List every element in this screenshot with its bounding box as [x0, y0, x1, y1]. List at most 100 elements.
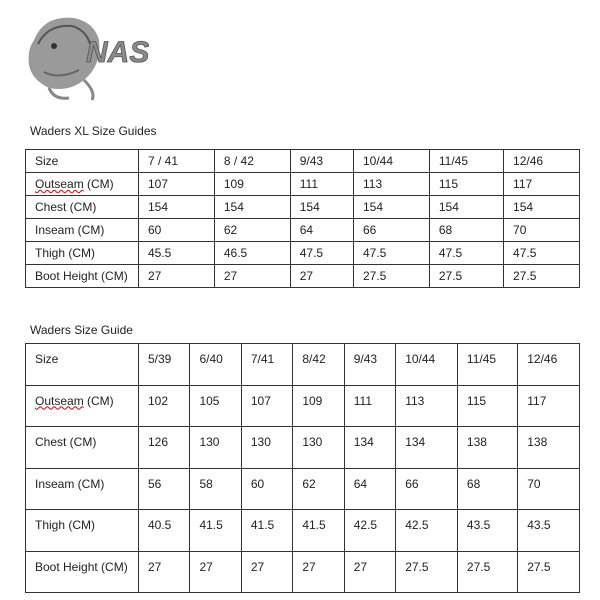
table-cell: 154 [213, 195, 291, 219]
table-cell: 130 [240, 426, 294, 469]
table-cell: 154 [352, 195, 430, 219]
table-cell: 43.5 [456, 509, 519, 552]
table-row: Outseam (CM) 102 105 107 109 111 113 115 117 [25, 384, 580, 427]
table-cell: 27.5 [395, 550, 458, 593]
row-label-cell: Thigh (CM) [25, 509, 139, 552]
table-cell: 107 [240, 384, 294, 427]
row-label-cell: Boot Height (CM) [25, 550, 139, 593]
table-cell: 43.5 [517, 509, 580, 552]
table-cell: 41.5 [240, 509, 294, 552]
table-cell: 154 [138, 195, 215, 219]
table-cell: 27.5 [428, 264, 505, 288]
table-cell: 115 [456, 384, 519, 427]
table-cell: 10/44 [395, 343, 458, 386]
table-cell: 46.5 [213, 241, 291, 265]
table-cell: 11/45 [428, 149, 505, 173]
table-cell: 9/43 [289, 149, 354, 173]
table-cell: 27.5 [517, 550, 580, 593]
table-cell: 64 [289, 218, 354, 242]
table-cell: 8/42 [292, 343, 345, 386]
table-cell: 27 [240, 550, 294, 593]
table-cell: 27 [189, 550, 242, 593]
table-cell: 27 [289, 264, 354, 288]
table-cell: 115 [428, 172, 505, 196]
table-cell: 154 [289, 195, 354, 219]
table-cell: 41.5 [189, 509, 242, 552]
table-cell: 56 [137, 467, 191, 510]
table-row: Thigh (CM) 45.5 46.5 47.5 47.5 47.5 47.5 [25, 241, 580, 265]
table-cell: 117 [517, 384, 580, 427]
table-cell: 41.5 [292, 509, 345, 552]
table-cell: 27.5 [352, 264, 430, 288]
table-cell: 138 [456, 426, 519, 469]
table-cell: 130 [292, 426, 345, 469]
table-row: Inseam (CM) 60 62 64 66 68 70 [25, 218, 580, 242]
table-cell: 134 [343, 426, 397, 469]
table-cell: 109 [292, 384, 345, 427]
table-cell: 105 [189, 384, 242, 427]
table-row: Boot Height (CM) 27 27 27 27.5 27.5 27.5 [25, 264, 580, 288]
table-row: Thigh (CM) 40.5 41.5 41.5 41.5 42.5 42.5 43.5 43… [25, 509, 580, 552]
table-row: Outseam (CM) 107 109 111 113 115 117 [25, 172, 580, 196]
table-cell: 102 [137, 384, 191, 427]
table-cell: 9/43 [343, 343, 397, 386]
table-cell: 113 [352, 172, 430, 196]
table-cell: 6/40 [189, 343, 242, 386]
table-cell: 8 / 42 [213, 149, 291, 173]
table-cell: 47.5 [428, 241, 505, 265]
table-cell: 138 [517, 426, 580, 469]
table-cell: 70 [517, 467, 580, 510]
xl-size-guide-title: Waders XL Size Guides [30, 124, 157, 138]
table-cell: 62 [213, 218, 291, 242]
xl-size-guide-table: Size 7 / 41 8 / 42 9/43 10/44 11/45 12/46 Outse… [25, 149, 580, 288]
table-cell: 111 [289, 172, 354, 196]
table-cell: 68 [428, 218, 505, 242]
table-cell: 7/41 [240, 343, 294, 386]
row-label-cell: Thigh (CM) [25, 241, 139, 265]
header-row: Size 7 / 41 8 / 42 9/43 10/44 11/45 12/46 [25, 149, 580, 173]
table-cell: 27 [138, 264, 215, 288]
row-label-cell: Boot Height (CM) [25, 264, 139, 288]
table-cell: 154 [503, 195, 580, 219]
table-cell: 66 [395, 467, 458, 510]
table-row: Boot Height (CM) 27 27 27 27 27 27.5 27.5 27.5 [25, 550, 580, 593]
table-row: Inseam (CM) 56 58 60 62 64 66 68 70 [25, 467, 580, 510]
table-cell: 12/46 [517, 343, 580, 386]
table-cell: 47.5 [289, 241, 354, 265]
header-row: Size 5/39 6/40 7/41 8/42 9/43 10/44 11/45 12/46 [25, 343, 580, 386]
carp-fish-logo-icon: NASH [28, 17, 173, 101]
table-cell: 117 [503, 172, 580, 196]
row-label-cell: Size [25, 343, 139, 386]
table-cell: 42.5 [343, 509, 397, 552]
nash-logo: NASH [24, 10, 173, 102]
table-cell: 68 [456, 467, 519, 510]
row-label-cell: Outseam (CM) [25, 384, 139, 427]
spellcheck-word: Outseam [35, 177, 84, 191]
table-cell: 113 [395, 384, 458, 427]
table-cell: 27 [137, 550, 191, 593]
table-cell: 154 [428, 195, 505, 219]
table-cell: 62 [292, 467, 345, 510]
table-cell: 12/46 [503, 149, 580, 173]
table-cell: 111 [343, 384, 397, 427]
table-cell: 134 [395, 426, 458, 469]
table-cell: 109 [213, 172, 291, 196]
table-cell: 64 [343, 467, 397, 510]
size-guide-table: Size 5/39 6/40 7/41 8/42 9/43 10/44 11/45 12/46 O… [25, 343, 580, 593]
row-label-cell: Outseam (CM) [25, 172, 139, 196]
table-cell: 60 [138, 218, 215, 242]
table-cell: 66 [352, 218, 430, 242]
table-cell: 42.5 [395, 509, 458, 552]
table-cell: 7 / 41 [138, 149, 215, 173]
row-label-cell: Inseam (CM) [25, 218, 139, 242]
row-label-cell: Chest (CM) [25, 195, 139, 219]
table-cell: 130 [189, 426, 242, 469]
table-cell: 27.5 [503, 264, 580, 288]
table-cell: 27 [213, 264, 291, 288]
table-cell: 11/45 [456, 343, 519, 386]
table-cell: 10/44 [352, 149, 430, 173]
table-cell: 45.5 [138, 241, 215, 265]
table-row: Chest (CM) 126 130 130 130 134 134 138 138 [25, 426, 580, 469]
svg-text:NASH: NASH [86, 36, 149, 69]
table-cell: 60 [240, 467, 294, 510]
